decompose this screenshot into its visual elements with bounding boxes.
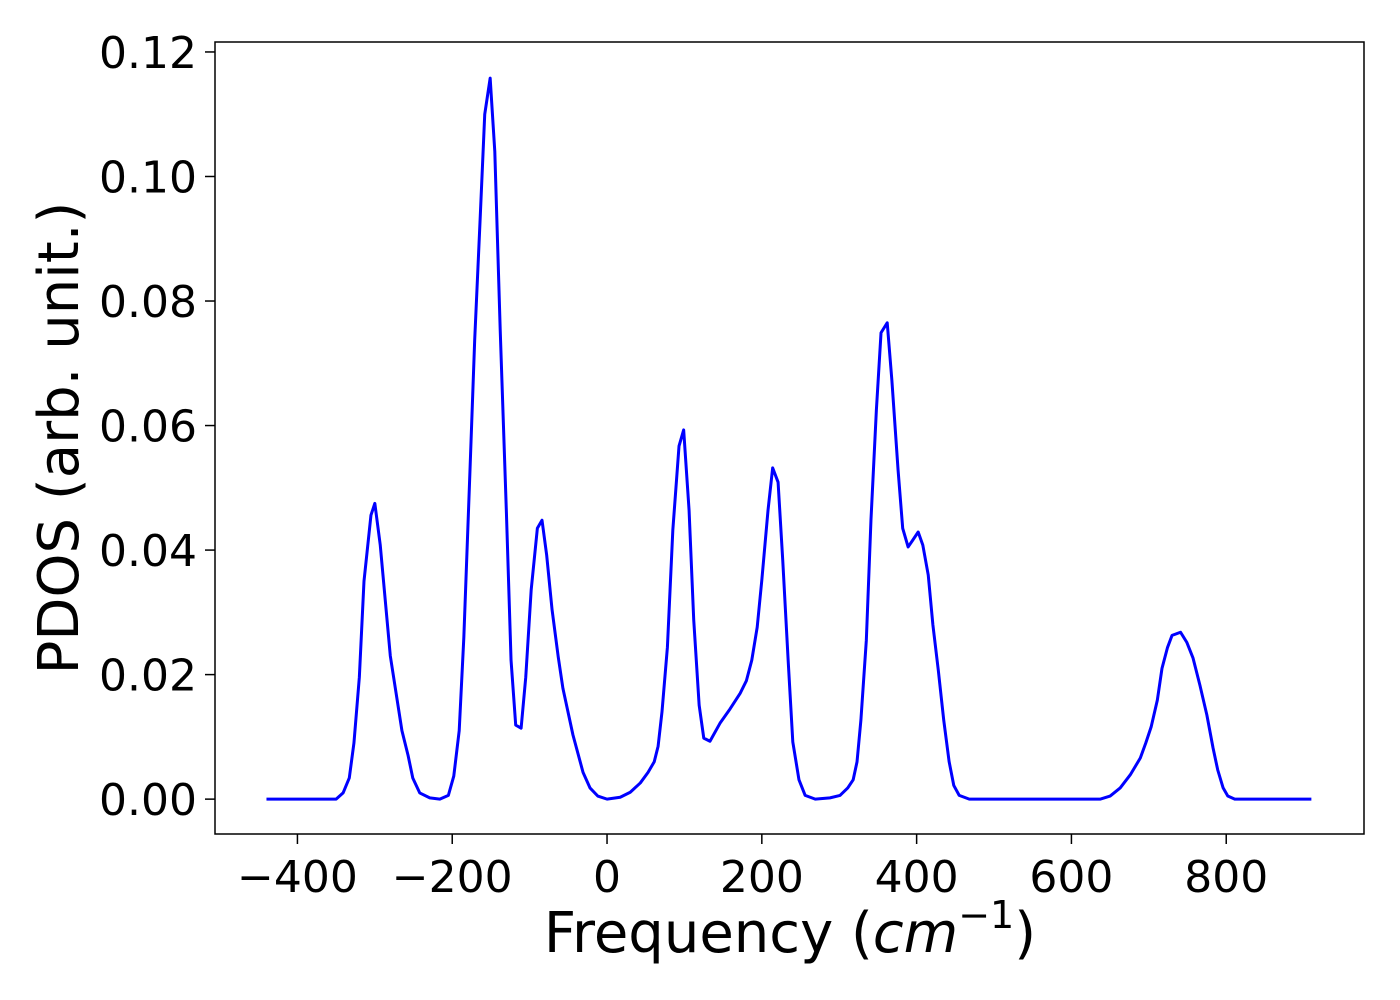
x-tick-label: −200 xyxy=(392,852,513,903)
x-label-close: ) xyxy=(1014,901,1036,966)
x-tick-label: −400 xyxy=(237,852,358,903)
y-tick-label: 0.06 xyxy=(99,402,197,453)
x-tick-label: 200 xyxy=(720,852,804,903)
x-tick-label: 400 xyxy=(875,852,959,903)
x-label-exponent: −1 xyxy=(958,893,1014,937)
x-label-unit: cm xyxy=(873,901,958,966)
x-tick-label: 800 xyxy=(1184,852,1268,903)
x-label-text: Frequency ( xyxy=(544,901,873,966)
line xyxy=(266,76,1312,801)
y-tick-label: 0.08 xyxy=(99,277,197,328)
x-tick-label: 600 xyxy=(1029,852,1113,903)
y-tick-label: 0.10 xyxy=(99,152,197,203)
y-tick-label: 0.04 xyxy=(99,526,197,577)
plot-frame xyxy=(214,41,1365,835)
y-tick-label: 0.00 xyxy=(99,775,197,826)
x-tick-label: 0 xyxy=(593,852,621,903)
y-tick-label: 0.02 xyxy=(99,651,197,702)
y-axis-label: PDOS (arb. unit.) xyxy=(27,202,92,675)
y-tick-label: 0.12 xyxy=(99,28,197,79)
x-axis-label: Frequency (cm−1) xyxy=(544,893,1036,966)
